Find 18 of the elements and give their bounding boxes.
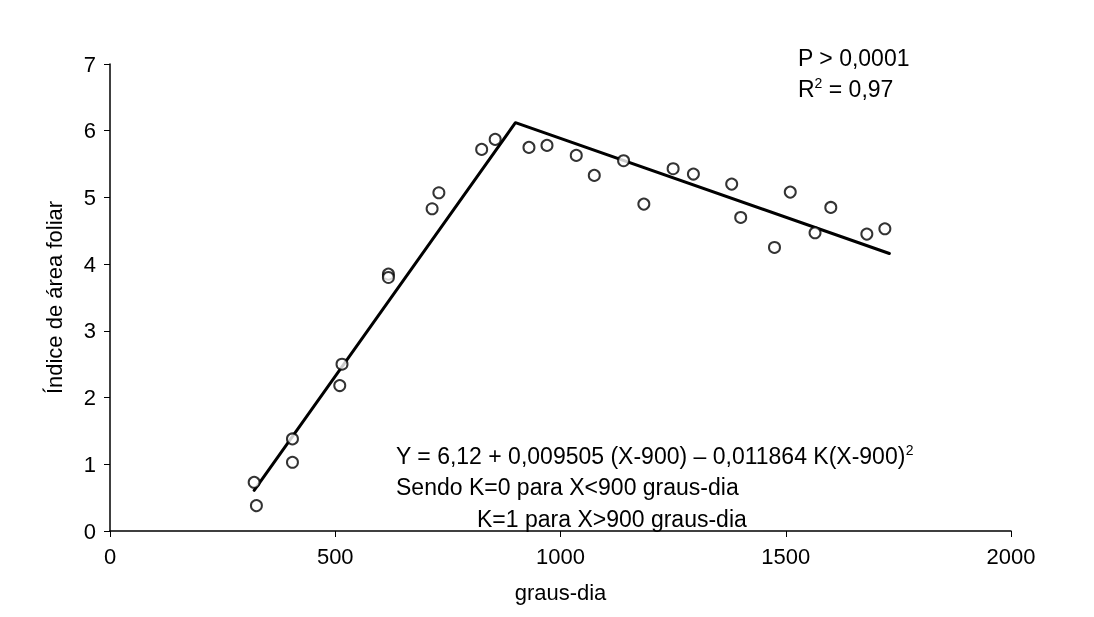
- x-tick-label: 0: [103, 543, 117, 569]
- y-tick-label: 4: [83, 251, 96, 277]
- x-tick-label: 500: [316, 543, 354, 569]
- y-tick-label: 6: [83, 118, 96, 144]
- y-tick-label: 5: [83, 184, 96, 210]
- y-tick-label: 1: [83, 451, 96, 477]
- y-tick-label: 3: [83, 318, 96, 344]
- x-axis-title: graus-dia: [514, 579, 608, 605]
- annotation: K=1 para X>900 graus-dia: [477, 505, 748, 532]
- y-tick-label: 0: [83, 518, 96, 544]
- x-tick-label: 1000: [536, 543, 585, 569]
- annotation: P > 0,0001: [798, 44, 910, 71]
- annotation: Sendo K=0 para X<900 graus-dia: [396, 473, 739, 500]
- x-tick-label: 1500: [761, 543, 811, 569]
- x-tick-label: 2000: [986, 543, 1036, 569]
- y-tick-label: 2: [83, 385, 96, 411]
- y-axis-title: Índice de área foliar: [41, 200, 67, 395]
- y-tick-label: 7: [83, 51, 96, 77]
